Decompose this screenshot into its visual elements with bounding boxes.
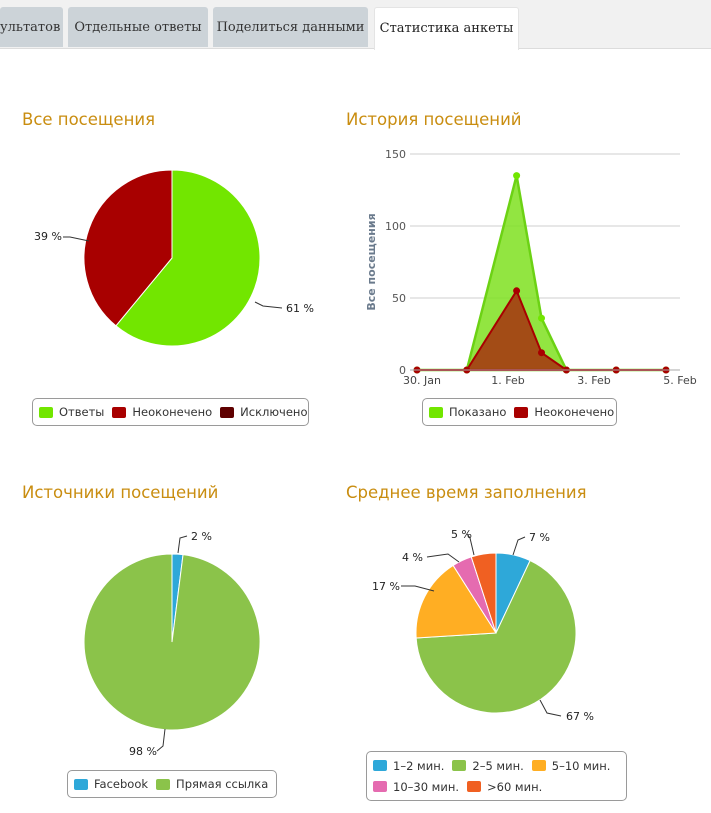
legend-label-5-10-min: 5–10 мин.: [551, 758, 611, 773]
pie-label-10-30-min: 4 %: [402, 551, 423, 564]
pie-label-unfinished: 39 %: [34, 230, 62, 243]
legend-swatch-10-30-min: [373, 781, 387, 792]
visit-history-chart: 150 100 50 0 Все посещения 30. Jan 1. Fe…: [365, 148, 697, 387]
legend-label-2-5-min: 2–5 мин.: [472, 758, 524, 773]
legend-swatch-shown: [429, 406, 443, 418]
pie-slice-over-60-min[interactable]: [470, 552, 497, 634]
tab-survey-statistics-label: Статистика анкеты: [379, 21, 514, 36]
pie-label-direct-link: 98 %: [129, 745, 157, 758]
label-connector-direct-link: [156, 728, 166, 752]
legend-item-shown[interactable]: Показано: [429, 405, 506, 419]
legend-swatch-facebook: [74, 778, 88, 790]
legend-item-10-30-min[interactable]: 10–30 мин.: [373, 780, 459, 794]
legend-label-shown: Показано: [449, 405, 507, 419]
pie-slice-answers[interactable]: [115, 169, 261, 347]
tab-individual-answers-label: Отдельные ответы: [74, 20, 202, 35]
label-connector-answers: [254, 301, 283, 309]
history-legend: Показано Неоконечено: [422, 398, 617, 426]
legend-label-excluded: Исключено: [240, 405, 308, 419]
legend-row-2: 10–30 мин. >60 мин.: [373, 776, 620, 797]
visits-title: Все посещения: [22, 110, 156, 129]
legend-row-1: 1–2 мин. 2–5 мин. 5–10 мин.: [373, 755, 620, 776]
visits-pie-chart: 61 % 39 %: [34, 169, 314, 347]
pie-slice-direct-link[interactable]: [83, 553, 261, 731]
x-tick-30-jan: 30. Jan: [403, 374, 441, 387]
pie-label-over-60-min: 5 %: [451, 528, 472, 541]
label-connector-unfinished: [63, 236, 90, 242]
y-axis-label: Все посещения: [365, 213, 378, 310]
data-point-shown[interactable]: [513, 172, 521, 180]
visits-legend: Ответы Неоконечено Исключено: [32, 398, 309, 426]
pie-slice-2-5-min[interactable]: [415, 559, 577, 714]
x-tick-5-feb: 5. Feb: [663, 374, 696, 387]
pie-label-1-2-min: 7 %: [529, 531, 550, 544]
legend-item-5-10-min[interactable]: 5–10 мин.: [531, 758, 611, 773]
series-area-shown[interactable]: [417, 175, 666, 372]
label-connector-1-2-min: [512, 536, 526, 556]
legend-swatch-history-unfinished: [514, 406, 529, 418]
pie-slice-unfinished[interactable]: [83, 169, 173, 327]
legend-label-10-30-min: 10–30 мин.: [393, 779, 459, 794]
legend-item-over-60-min[interactable]: >60 мин.: [467, 780, 542, 794]
legend-item-2-5-min[interactable]: 2–5 мин.: [452, 758, 524, 773]
legend-swatch-2-5-min: [452, 760, 467, 771]
legend-swatch-unfinished: [112, 406, 127, 418]
x-tick-1-feb: 1. Feb: [491, 374, 524, 387]
sources-legend: Facebook Прямая ссылка: [67, 770, 277, 798]
data-point-unfinished[interactable]: [513, 287, 521, 295]
legend-swatch-1-2-min: [373, 760, 387, 771]
legend-label-over-60-min: >60 мин.: [487, 779, 543, 794]
sources-title: Источники посещений: [22, 483, 219, 502]
data-point-unfinished[interactable]: [538, 349, 545, 357]
history-title: История посещений: [346, 110, 522, 129]
legend-swatch-excluded: [220, 406, 235, 418]
tab-results-label: ультатов: [0, 20, 61, 35]
completion-time-legend: 1–2 мин. 2–5 мин. 5–10 мин. 10–30 мин. >…: [366, 751, 627, 801]
pie-label-5-10-min: 17 %: [372, 580, 400, 593]
tab-share-data[interactable]: Поделиться данными: [213, 7, 368, 47]
legend-swatch-direct-link: [156, 778, 171, 790]
sources-pie-chart: 2 % 98 %: [83, 530, 261, 758]
completion-time-pie-chart: 7 % 67 % 17 % 4 % 5 %: [372, 528, 594, 723]
time-title: Среднее время заполнения: [346, 483, 587, 502]
legend-item-unfinished[interactable]: Неоконечено: [112, 405, 212, 419]
pie-label-facebook: 2 %: [191, 530, 212, 543]
tab-individual-answers[interactable]: Отдельные ответы: [68, 7, 208, 47]
x-tick-3-feb: 3. Feb: [577, 374, 610, 387]
label-connector-5-10-min: [401, 585, 435, 592]
pie-label-2-5-min: 67 %: [566, 710, 594, 723]
data-point-shown[interactable]: [538, 314, 545, 322]
y-tick-0: 0: [399, 364, 406, 377]
legend-label-1-2-min: 1–2 мин.: [393, 758, 445, 773]
legend-label-facebook: Facebook: [94, 777, 149, 791]
pie-label-answers: 61 %: [286, 302, 314, 315]
pie-slice-5-10-min[interactable]: [415, 564, 497, 639]
label-connector-over-60-min: [466, 533, 475, 556]
legend-label-direct-link: Прямая ссылка: [176, 777, 269, 791]
tab-survey-statistics[interactable]: Статистика анкеты: [374, 7, 519, 50]
tab-results[interactable]: ультатов: [0, 7, 63, 47]
legend-item-excluded[interactable]: Исключено: [220, 405, 307, 419]
tab-bar: ультатов Отдельные ответы Поделиться дан…: [0, 0, 711, 50]
legend-label-answers: Ответы: [59, 405, 105, 419]
y-tick-50: 50: [392, 292, 406, 305]
label-connector-2-5-min: [539, 699, 562, 717]
legend-item-facebook[interactable]: Facebook: [74, 777, 148, 791]
legend-label-unfinished: Неоконечено: [132, 405, 213, 419]
label-connector-10-30-min: [426, 553, 460, 563]
y-tick-150: 150: [385, 148, 406, 161]
label-connector-facebook: [177, 535, 188, 554]
legend-item-answers[interactable]: Ответы: [39, 405, 104, 419]
y-tick-100: 100: [385, 220, 406, 233]
legend-swatch-over-60-min: [467, 781, 481, 792]
legend-swatch-answers: [39, 406, 53, 418]
legend-item-history-unfinished[interactable]: Неоконечено: [514, 405, 614, 419]
legend-item-direct-link[interactable]: Прямая ссылка: [156, 777, 268, 791]
tab-share-data-label: Поделиться данными: [216, 20, 365, 35]
legend-swatch-5-10-min: [531, 760, 546, 771]
legend-label-history-unfinished: Неоконечено: [534, 405, 615, 419]
legend-item-1-2-min[interactable]: 1–2 мин.: [373, 759, 444, 773]
